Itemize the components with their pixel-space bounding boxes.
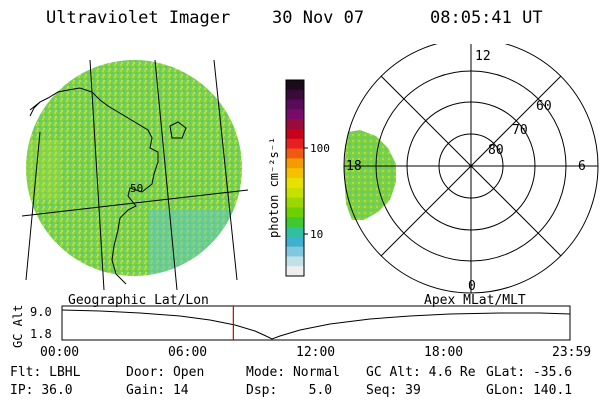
colorbar-cell — [286, 217, 304, 228]
meridian-line — [154, 59, 178, 290]
flt-info: Flt: LBHL — [10, 365, 81, 380]
gc-alt-info: GC Alt: 4.6 Re — [366, 365, 476, 380]
dsp-info: Dsp: 5.0 — [246, 383, 333, 398]
time-tick: 12:00 — [296, 345, 336, 360]
coastline — [29, 87, 159, 285]
colorbar-cell — [286, 256, 304, 267]
colorbar-cell — [286, 207, 304, 218]
mlt-line — [380, 75, 562, 257]
polar-mlt-panel: 12 18 6 0 60 70 80 — [343, 44, 599, 294]
gain-info: Gain: 14 — [126, 383, 189, 398]
colorbar-cell — [286, 246, 304, 257]
mlat-label-70: 70 — [512, 123, 528, 138]
time-tick: 23:59 — [552, 345, 592, 360]
colorbar-cell — [286, 148, 304, 159]
glat-info: GLat: -35.6 — [486, 365, 573, 380]
geo-caption: Geographic Lat/Lon — [68, 293, 209, 308]
geographic-image-panel: 50 — [21, 59, 249, 290]
mlt-label-6: 6 — [578, 159, 586, 174]
time-tick: 18:00 — [424, 345, 464, 360]
door-info: Door: Open — [126, 365, 205, 380]
mlat-label-60: 60 — [536, 99, 552, 114]
colorbar-cell — [286, 80, 304, 91]
apex-caption: Apex MLat/MLT — [424, 293, 526, 308]
colorbar-cell — [286, 197, 304, 208]
altitude-axis-label: GC Alt — [11, 305, 25, 348]
glon-info: GLon: 140.1 — [486, 383, 573, 398]
colorbar-tick: 100 — [310, 142, 330, 155]
seq-info: Seq: 39 — [366, 383, 421, 398]
altitude-ytick: 1.8 — [30, 327, 52, 341]
contour-label: 50 — [130, 182, 143, 195]
mlat-label-80: 80 — [488, 143, 504, 158]
colorbar-cell — [286, 89, 304, 101]
colorbar-cell — [286, 187, 304, 199]
colorbar-cell — [286, 109, 304, 120]
time-tick: 00:00 — [40, 345, 80, 360]
colorbar-tick: 10 — [310, 228, 323, 241]
colorbar-cell — [286, 266, 304, 277]
meridian-line — [25, 131, 41, 281]
altitude-plot: GC Alt 9.0 1.8 — [11, 305, 571, 348]
parallel-line — [21, 189, 249, 217]
meridian-line — [89, 59, 105, 290]
time-tick: 06:00 — [168, 345, 208, 360]
auroral-region — [344, 130, 396, 220]
colorbar: 100 10 photon cm⁻²s⁻¹ — [267, 79, 330, 277]
colorbar-cell — [286, 178, 304, 189]
colorbar-cell — [286, 138, 304, 150]
colorbar-cell — [286, 158, 304, 169]
mlt-label-12: 12 — [475, 49, 491, 64]
island-outline — [169, 121, 187, 139]
mode-info: Mode: Normal — [246, 365, 340, 380]
colorbar-cell — [286, 99, 304, 110]
meridian-line — [213, 59, 238, 281]
colorbar-cell — [286, 227, 304, 238]
observation-time: 08:05:41 UT — [430, 8, 543, 28]
colorbar-cell — [286, 119, 304, 130]
altitude-frame — [61, 305, 571, 341]
altitude-ytick: 9.0 — [30, 305, 52, 319]
mlt-label-18: 18 — [346, 159, 362, 174]
colorbar-cell — [286, 236, 304, 248]
ip-info: IP: 36.0 — [10, 383, 73, 398]
mlt-label-0: 0 — [468, 279, 476, 294]
colorbar-cell — [286, 129, 304, 140]
altitude-curve — [61, 309, 571, 340]
observation-date: 30 Nov 07 — [272, 8, 365, 28]
colorbar-cell — [286, 168, 304, 179]
instrument-title: Ultraviolet Imager — [46, 8, 231, 28]
colorbar-label: photon cm⁻²s⁻¹ — [267, 137, 281, 238]
